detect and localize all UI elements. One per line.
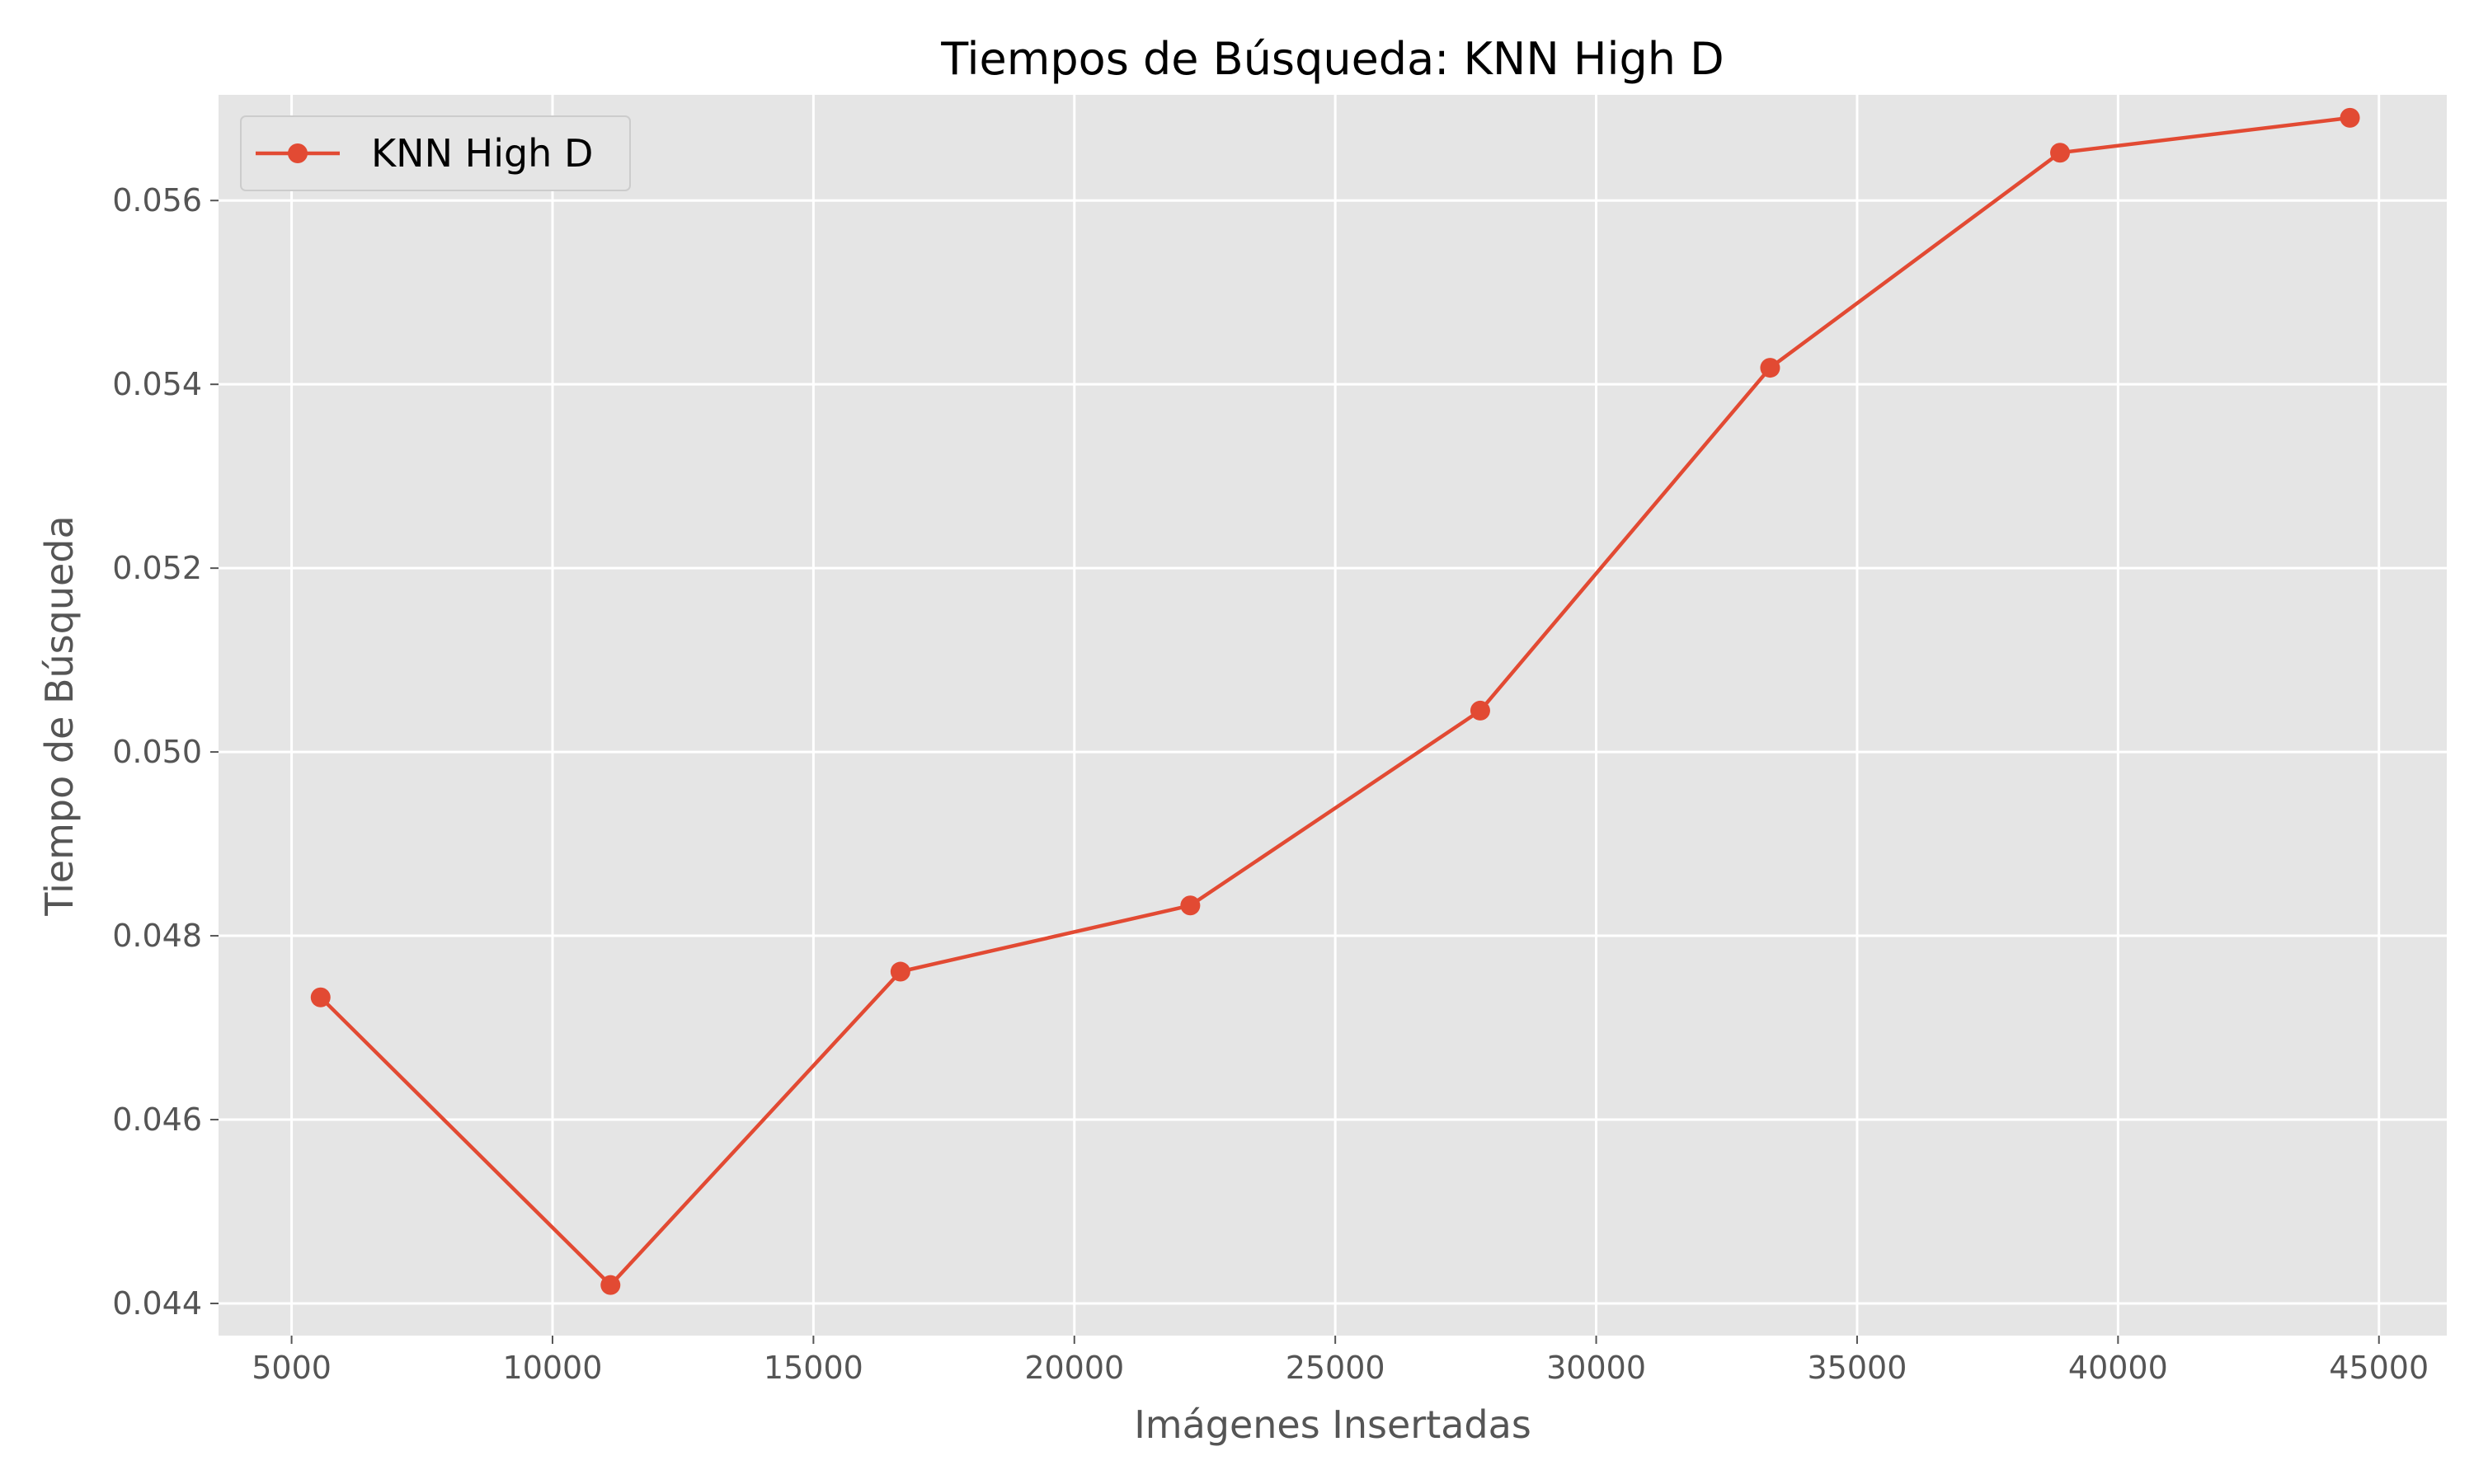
data-point bbox=[2340, 107, 2360, 128]
chart-title: Tiempos de Búsqueda: KNN High D bbox=[940, 33, 1724, 85]
grid-lines bbox=[219, 95, 2447, 1336]
x-tick-label: 5000 bbox=[252, 1350, 332, 1386]
x-axis-label: Imágenes Insertadas bbox=[1134, 1402, 1531, 1447]
data-point bbox=[1760, 358, 1780, 378]
y-tick-label: 0.054 bbox=[112, 366, 202, 402]
x-tick-label: 45000 bbox=[2329, 1350, 2429, 1386]
data-point bbox=[2050, 143, 2071, 163]
axis-ticks: 5000 10000 15000 20000 25000 30000 35000 40000 4… bbox=[112, 182, 2429, 1386]
data-point bbox=[890, 961, 910, 982]
series-line bbox=[319, 115, 2350, 1287]
data-point bbox=[1180, 895, 1201, 916]
y-tick-label: 0.046 bbox=[112, 1101, 202, 1138]
legend-point-marker bbox=[288, 143, 308, 163]
x-tick-label: 30000 bbox=[1546, 1350, 1646, 1386]
data-point bbox=[1470, 700, 1490, 721]
y-tick-label: 0.056 bbox=[112, 182, 202, 218]
data-point bbox=[600, 1275, 621, 1295]
legend-label: KNN High D bbox=[371, 131, 593, 176]
x-tick-label: 40000 bbox=[2068, 1350, 2168, 1386]
y-tick-label: 0.050 bbox=[112, 734, 202, 770]
x-tick-label: 25000 bbox=[1286, 1350, 1385, 1386]
x-tick-label: 10000 bbox=[503, 1350, 603, 1386]
x-tick-label: 15000 bbox=[764, 1350, 863, 1386]
y-tick-label: 0.052 bbox=[112, 550, 202, 586]
y-tick-label: 0.048 bbox=[112, 918, 202, 954]
series-layer bbox=[310, 107, 2360, 1295]
x-tick-label: 20000 bbox=[1024, 1350, 1124, 1386]
plot-background bbox=[219, 95, 2447, 1336]
data-point bbox=[310, 987, 331, 1007]
y-axis-label: Tiempo de Búsqueda bbox=[37, 515, 82, 916]
legend: KNN High D bbox=[240, 115, 631, 191]
legend-box bbox=[240, 115, 631, 191]
y-tick-label: 0.044 bbox=[112, 1285, 202, 1322]
x-tick-label: 35000 bbox=[1808, 1350, 1907, 1386]
